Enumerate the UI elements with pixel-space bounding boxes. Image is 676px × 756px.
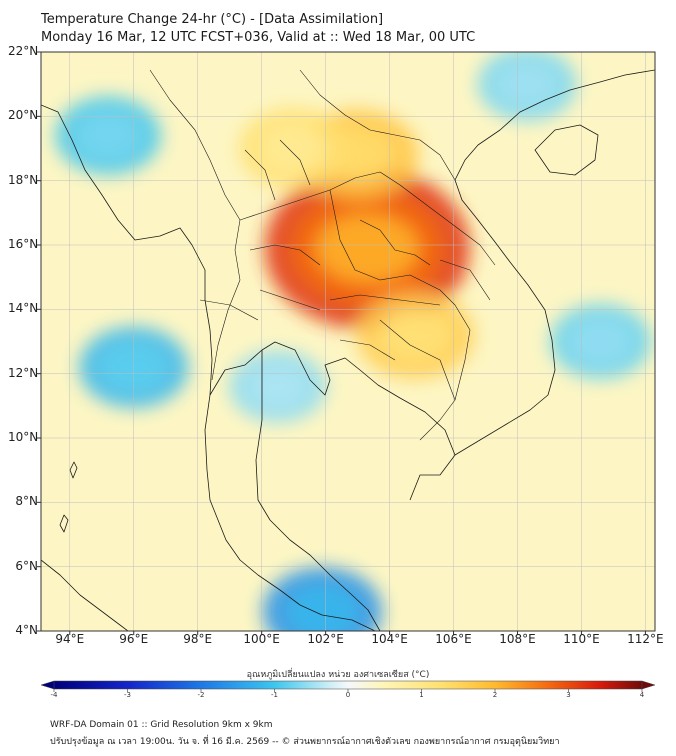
lon-label: 106°E — [435, 632, 472, 646]
lat-label: 8°N — [15, 494, 38, 509]
chart-title: Temperature Change 24-hr (°C) - [Data As… — [41, 12, 384, 27]
lat-label: 4°N — [15, 623, 38, 637]
lon-label: 94°E — [55, 632, 85, 646]
lat-label: 14°N — [8, 301, 39, 316]
lat-label: 6°N — [15, 558, 38, 573]
field-anomaly-4-layer-1 — [248, 365, 307, 408]
lon-label: 110°E — [563, 632, 600, 646]
colorbar-tick-label: -3 — [124, 691, 131, 699]
lat-label: 16°N — [8, 237, 39, 251]
colorbar-ticks — [53, 689, 643, 692]
colorbar-tick-label: -1 — [271, 691, 278, 699]
field-anomaly-8-layer-1 — [570, 319, 631, 364]
colorbar-max-arrow — [641, 680, 656, 690]
axis-ticks — [37, 51, 646, 635]
colorbar-tick-label: -4 — [50, 691, 58, 699]
lon-label: 108°E — [499, 632, 536, 646]
field-anomaly-2-layer-1 — [260, 125, 327, 172]
field-anomaly-0-layer-2 — [315, 213, 420, 283]
lon-label: 98°E — [183, 632, 213, 646]
colorbar-tick-label: 4 — [639, 691, 645, 699]
map-field-layer — [41, 52, 655, 631]
temperature-field — [55, 52, 652, 631]
coastlines — [41, 69, 655, 631]
chart-subtitle: Monday 16 Mar, 12 UTC FCST+036, Valid at… — [41, 30, 476, 45]
colorbar-title: อุณหภูมิเปลี่ยนแปลง หน่วย องศาเซลเซียส (… — [246, 670, 430, 680]
colorbar-tick-label: -2 — [197, 691, 205, 699]
lat-label: 18°N — [8, 172, 39, 187]
colorbar-min-arrow — [40, 680, 55, 690]
colorbar — [53, 680, 643, 690]
lon-label: 96°E — [119, 632, 149, 646]
footer-model-info: WRF-DA Domain 01 :: Grid Resolution 9km … — [50, 720, 273, 730]
colorbar-tick-label: 3 — [566, 691, 571, 699]
colorbar-tick-label: 0 — [345, 691, 351, 699]
field-anomaly-6-layer-1 — [286, 586, 359, 631]
borders — [149, 69, 496, 441]
lat-label: 20°N — [8, 108, 39, 123]
colorbar-tick-label: 2 — [492, 691, 498, 699]
field-anomaly-3-layer-1 — [379, 309, 451, 361]
lat-label: 22°N — [8, 44, 39, 58]
lon-label: 104°E — [371, 632, 408, 646]
footer-credit: ปรับปรุงข้อมูล ณ เวลา 19:00น. วัน จ. ที่… — [50, 737, 560, 747]
lon-label: 112°E — [627, 632, 664, 646]
graticule — [41, 52, 655, 631]
lat-label: 12°N — [8, 365, 39, 380]
lon-label: 102°E — [307, 632, 344, 646]
field-anomaly-9-layer-1 — [497, 63, 557, 106]
lat-label: 10°N — [8, 430, 39, 444]
field-anomaly-7-layer-1 — [76, 113, 140, 159]
lon-label: 100°E — [243, 632, 280, 646]
colorbar-tick-label: 1 — [419, 691, 424, 699]
map-frame — [40, 51, 656, 632]
